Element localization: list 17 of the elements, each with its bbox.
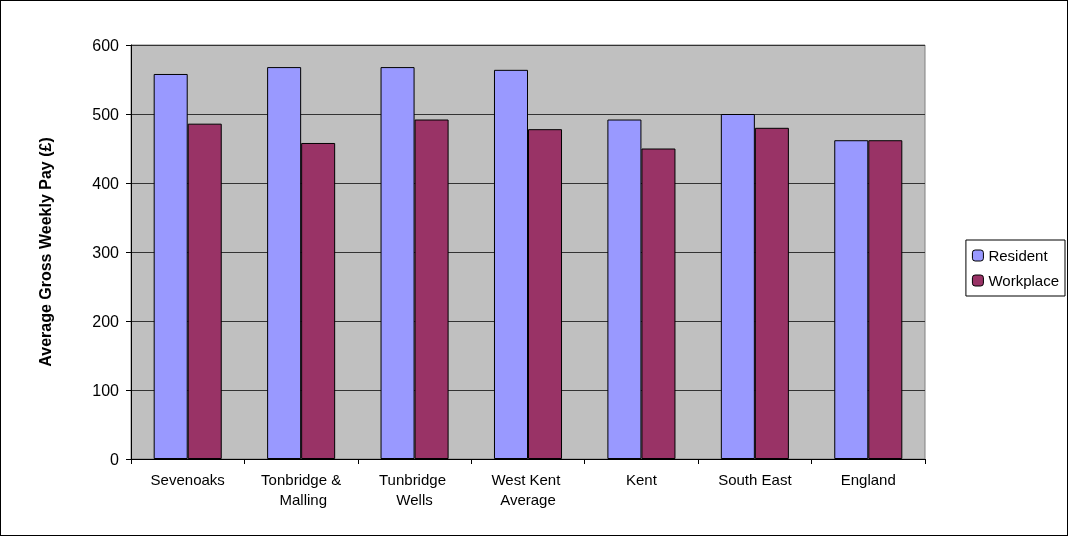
legend-label: Resident [988, 247, 1049, 264]
y-tick-label: 100 [92, 381, 120, 399]
y-tick-label: 0 [110, 450, 120, 468]
y-axis-title: Average Gross Weekly Pay (£) [36, 137, 54, 367]
y-tick-label: 500 [92, 105, 120, 123]
legend-label: Workplace [988, 272, 1060, 289]
x-tick-label: Tonbridge & Malling [261, 470, 342, 508]
x-tick-label: England [840, 470, 896, 488]
x-tick-label: Kent [626, 470, 658, 488]
x-tick-label: Sevenoaks [150, 470, 225, 488]
y-tick-label: 600 [92, 36, 120, 54]
x-tick-label: West Kent Average [491, 470, 565, 508]
x-tick-label: South East [718, 470, 793, 488]
y-tick-label: 400 [92, 174, 120, 192]
y-tick-label: 300 [92, 243, 120, 261]
y-tick-label: 200 [92, 312, 120, 330]
x-tick-label: Tunbridge Wells [378, 470, 451, 508]
